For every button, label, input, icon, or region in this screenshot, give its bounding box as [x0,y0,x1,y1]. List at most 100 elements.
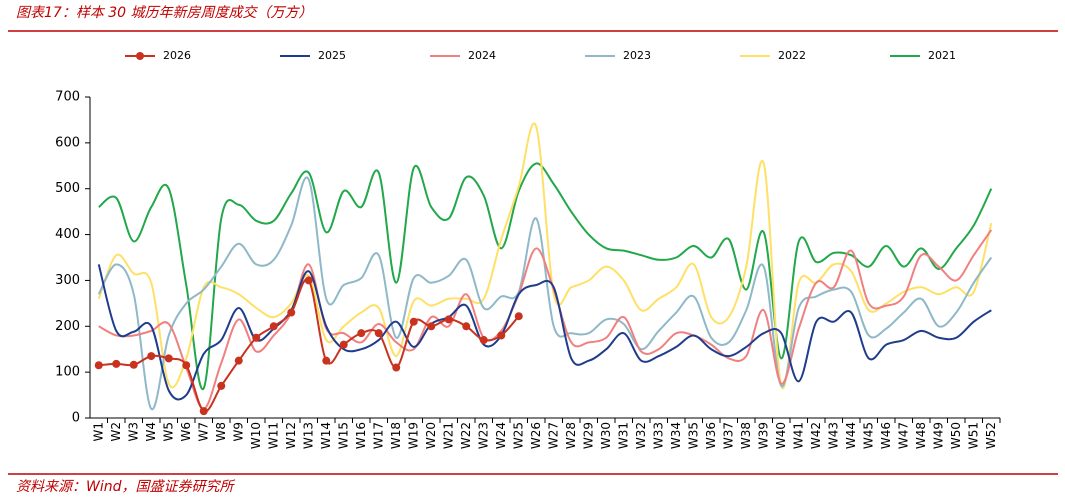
x-tick-label: W33 [651,422,665,449]
x-tick-label: W21 [441,422,455,449]
x-tick-label: W34 [669,422,683,449]
x-tick-label: W20 [424,422,438,449]
y-tick-label: 100 [55,365,80,380]
series-line [97,264,992,401]
chart-title: 图表17：样本 30 城历年新房周度成交（万方） [16,5,313,21]
point [497,331,506,340]
point [304,276,313,285]
point [94,361,103,370]
y-tick-label: 300 [55,273,80,288]
series-line [97,176,993,410]
x-tick-label: W22 [459,422,473,449]
point [374,329,383,338]
x-tick-label: W12 [284,422,298,449]
x-tick-label: W23 [476,422,490,449]
x-tick-label: W50 [949,422,963,449]
series-line [97,122,993,390]
x-tick-label: W28 [564,422,578,449]
y-tick-label: 200 [55,319,80,334]
x-tick-label: W27 [546,422,560,449]
legend-label: 2023 [623,49,651,62]
x-tick-label: W26 [529,422,543,449]
series-line [98,162,993,391]
point [444,315,453,324]
point [462,322,471,331]
point [322,356,331,365]
x-tick-label: W38 [739,422,753,449]
y-tick-label: 500 [55,181,80,196]
x-tick-label: W3 [126,422,140,442]
legend-label: 2022 [778,49,806,62]
point [479,336,488,345]
x-tick-label: W45 [861,422,875,449]
point [409,317,418,326]
series-line [98,229,993,410]
point [147,352,156,361]
x-tick-label: W44 [844,422,858,449]
x-tick-label: W25 [511,422,525,449]
x-tick-label: W16 [354,422,368,449]
x-tick-label: W17 [371,422,385,449]
point [217,381,226,390]
point [129,360,138,369]
y-tick-label: 0 [72,411,80,426]
x-tick-label: W36 [704,422,718,449]
x-tick-label: W18 [389,422,403,449]
source: 资料来源：Wind，国盛证券研究所 [16,479,235,495]
legend-label: 2025 [318,49,346,62]
x-tick-label: W31 [616,422,630,449]
x-tick-label: W37 [721,422,735,449]
x-tick-label: W8 [214,422,228,442]
point [339,340,348,349]
point [112,359,121,368]
point [514,312,523,321]
point [199,407,208,416]
x-tick-label: W40 [774,422,788,449]
x-tick-label: W4 [144,422,158,442]
x-tick-label: W2 [109,422,123,442]
legend-label: 2024 [468,49,496,62]
x-tick-label: W49 [931,422,945,449]
x-tick-label: W19 [406,422,420,449]
y-tick-label: 700 [55,90,80,105]
x-tick-label: W52 [984,422,998,449]
point [287,308,296,317]
x-tick-label: W10 [249,422,263,449]
x-tick-label: W7 [196,422,210,442]
x-tick-label: W6 [179,422,193,442]
x-tick-label: W51 [966,422,980,449]
y-tick-label: 600 [55,135,80,150]
point [252,333,261,342]
x-tick-label: W1 [91,422,105,442]
point [234,356,243,365]
legend-label: 2021 [928,49,956,62]
point [392,363,401,372]
x-tick-label: W39 [756,422,770,449]
x-tick-label: W30 [599,422,613,449]
legend-label: 2026 [163,49,191,62]
legend-marker [136,52,144,60]
x-tick-label: W29 [581,422,595,449]
x-tick-label: W47 [896,422,910,449]
x-tick-label: W32 [634,422,648,449]
x-tick-label: W14 [319,422,333,449]
point [164,354,173,363]
x-tick-label: W48 [914,422,928,449]
point [357,329,366,338]
x-tick-label: W9 [231,422,245,442]
x-tick-label: W13 [301,422,315,449]
point [427,322,436,331]
point [269,322,278,331]
x-tick-label: W43 [826,422,840,449]
x-tick-label: W35 [686,422,700,449]
point [182,361,191,370]
x-tick-label: W42 [809,422,823,449]
x-tick-label: W24 [494,422,508,449]
x-tick-label: W41 [791,422,805,449]
x-tick-label: W5 [161,422,175,442]
y-tick-label: 400 [55,227,80,242]
x-tick-label: W11 [266,422,280,449]
x-tick-label: W15 [336,422,350,449]
x-tick-label: W46 [879,422,893,449]
